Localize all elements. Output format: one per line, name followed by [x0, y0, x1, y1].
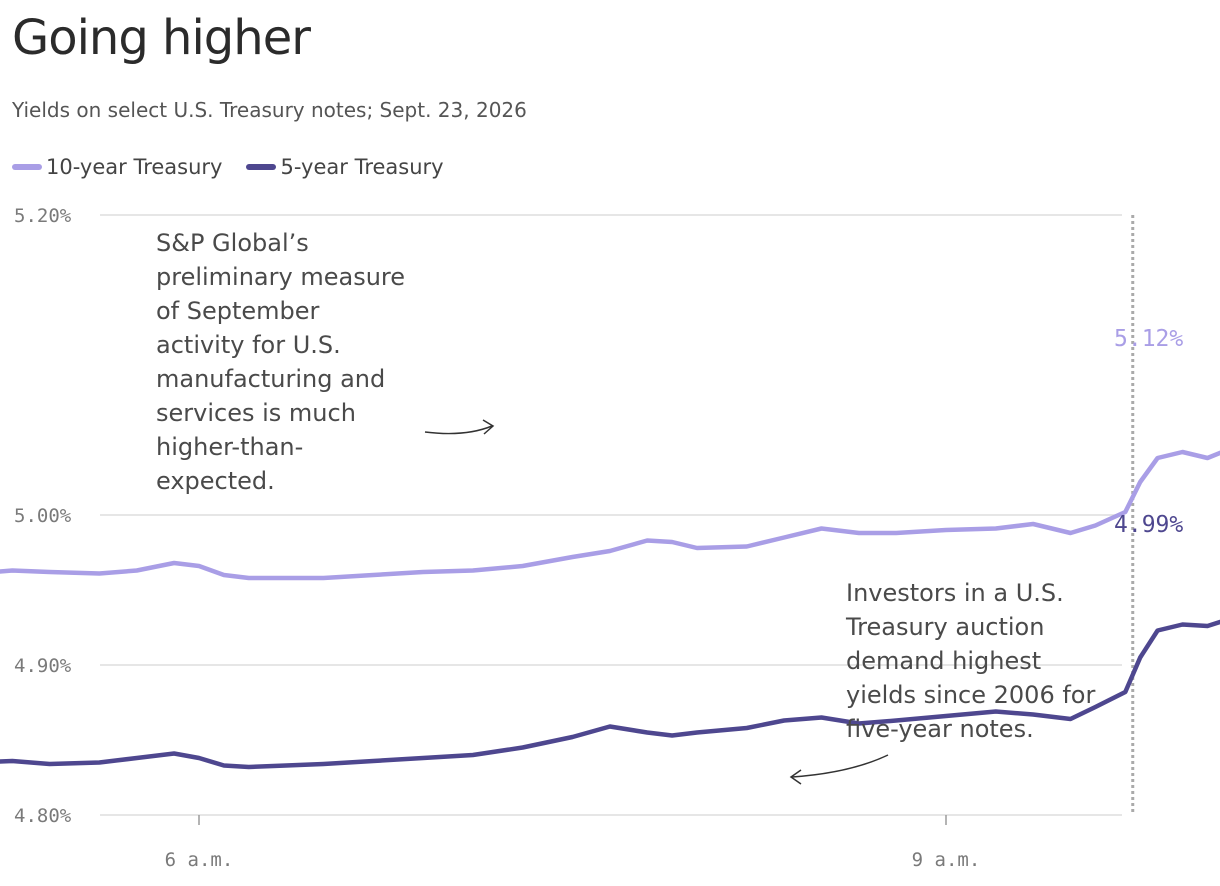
chart-legend: 10-year Treasury 5-year Treasury [12, 155, 468, 179]
legend-swatch-10-year [12, 164, 42, 170]
annotation-line: of September [156, 297, 320, 325]
annotation-line: activity for U.S. [156, 331, 341, 359]
annotation-line: manufacturing and [156, 365, 385, 393]
end-labels: 5.12% 4.99% [1114, 326, 1183, 538]
y-tick-label: 5.20% [14, 205, 72, 227]
series-line-10-year [0, 449, 1220, 581]
end-label-10-year: 5.12% [1114, 326, 1183, 352]
chart-subtitle: Yields on select U.S. Treasury notes; Se… [12, 98, 527, 122]
legend-item-5-year: 5-year Treasury [246, 155, 444, 179]
annotation-line: preliminary measure [156, 263, 405, 291]
annotation-line: Investors in a U.S. [846, 579, 1064, 607]
end-label-5-year: 4.99% [1114, 512, 1183, 538]
annotation-arrowhead-sp-global [482, 419, 495, 435]
event-lines [1131, 215, 1135, 815]
annotation-line: yields since 2006 for [846, 681, 1095, 709]
y-tick-label: 5.00% [14, 505, 72, 527]
annotation-arrow-treasury-auction [791, 754, 889, 778]
annotation-line: Treasury auction [845, 613, 1044, 641]
annotation-sp-global: S&P Global’s preliminary measure of Septem… [156, 229, 405, 495]
annotation-line: services is much [156, 399, 356, 427]
annotation-line: five-year notes. [846, 715, 1034, 743]
y-axis-labels: 5.20% 5.00% 4.90% 4.80% [14, 205, 72, 827]
x-axis: 6 a.m.9 a.m.12 p.m.3 p.m. [165, 815, 981, 871]
legend-label-10-year: 10-year Treasury [46, 155, 223, 179]
page-title: Going higher [12, 10, 311, 66]
annotation-arrow-sp-global [424, 425, 493, 435]
annotation-arrowhead-treasury-auction [789, 769, 802, 785]
annotation-line: expected. [156, 467, 275, 495]
x-tick-label: 6 a.m. [165, 849, 234, 871]
y-tick-label: 4.80% [14, 805, 72, 827]
series-line-5-year [0, 619, 1220, 770]
legend-label-5-year: 5-year Treasury [280, 155, 444, 179]
y-tick-label: 4.90% [14, 655, 72, 677]
annotation-line: demand highest [846, 647, 1041, 675]
gridlines [100, 214, 1122, 816]
annotation-treasury-auction: Investors in a U.S. Treasury auction deman… [845, 579, 1095, 743]
legend-swatch-5-year [246, 164, 277, 170]
x-tick-label: 9 a.m. [912, 849, 981, 871]
legend-item-10-year: 10-year Treasury [12, 155, 222, 179]
series-lines [0, 449, 1220, 770]
annotation-line: S&P Global’s [156, 229, 309, 257]
annotation-line: higher-than- [156, 433, 303, 461]
